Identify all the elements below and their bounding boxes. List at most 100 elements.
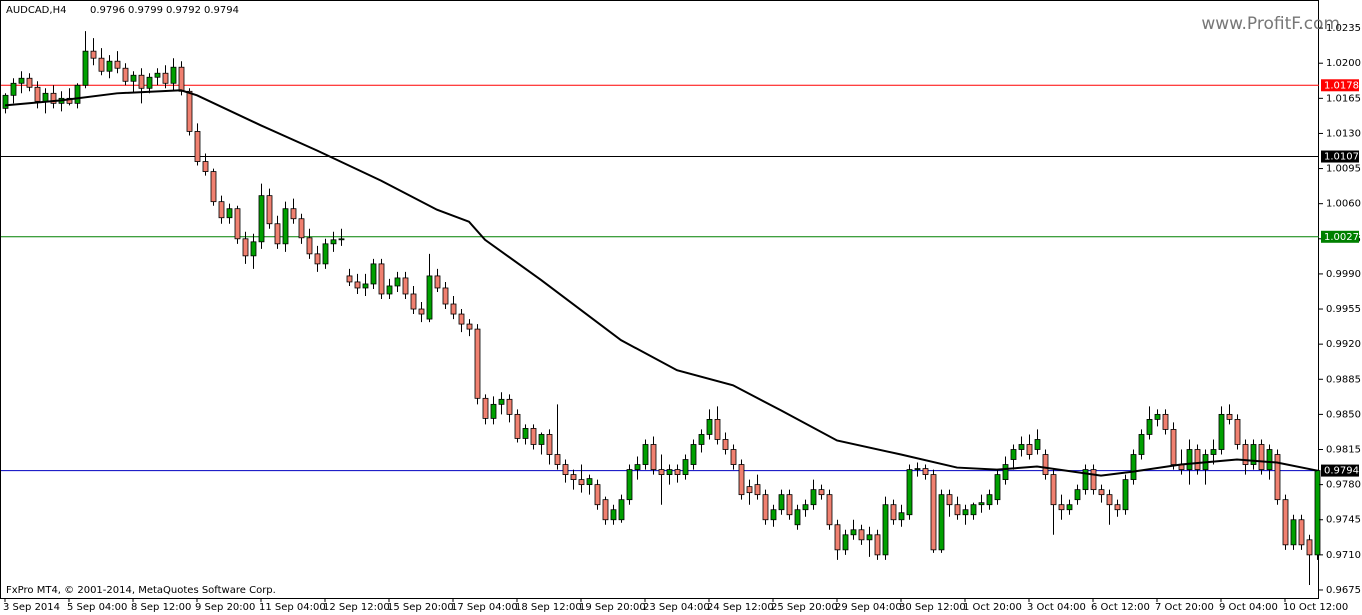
- candle-body: [1226, 413, 1233, 420]
- candle-body: [1082, 469, 1089, 491]
- candle-body: [410, 293, 417, 310]
- candle-body: [1058, 504, 1065, 511]
- candle-body: [130, 74, 137, 82]
- candle-body: [618, 499, 625, 521]
- candle-body: [978, 502, 985, 506]
- candle-body: [1026, 444, 1033, 455]
- candle-body: [914, 468, 921, 470]
- candle-body: [650, 444, 657, 470]
- candle-body: [986, 494, 993, 506]
- candle-body: [970, 504, 977, 516]
- x-tick-label: 15 Sep 20:00: [387, 602, 454, 613]
- y-tick-label: 1.0060: [1326, 199, 1361, 210]
- y-tick-label: 0.9850: [1326, 409, 1361, 420]
- x-tick-label: 25 Sep 20:00: [771, 602, 838, 613]
- candle-body: [370, 263, 377, 285]
- x-tick-label: 1 Oct 20:00: [963, 602, 1022, 613]
- candle-body: [546, 434, 553, 455]
- candle-body: [506, 398, 513, 415]
- candle-body: [1146, 419, 1153, 435]
- header-values: 0.9796 0.9799 0.9792 0.9794: [90, 5, 239, 16]
- candle-body: [610, 509, 617, 521]
- candle-body: [874, 534, 881, 556]
- candle-body: [450, 303, 457, 315]
- candle-body: [338, 238, 345, 241]
- candle-body: [490, 403, 497, 419]
- candle-body: [698, 434, 705, 445]
- candle-body: [1290, 519, 1297, 546]
- candle-body: [194, 131, 201, 162]
- candle-body: [146, 76, 153, 89]
- candle-body: [522, 428, 529, 439]
- candle-body: [626, 469, 633, 501]
- x-tick-label: 3 Sep 2014: [3, 602, 60, 613]
- candle-body: [458, 313, 465, 325]
- candle-body: [266, 195, 273, 225]
- candle-body: [1170, 429, 1177, 465]
- x-tick-label: 7 Oct 20:00: [1155, 602, 1214, 613]
- candle-body: [210, 171, 217, 203]
- candle-body: [602, 499, 609, 521]
- candle-body: [946, 494, 953, 506]
- candle-body: [1138, 434, 1145, 455]
- candle-body: [1194, 449, 1201, 470]
- candle-body: [866, 534, 873, 541]
- candle-body: [154, 72, 161, 78]
- candle-body: [554, 454, 561, 465]
- candle-body: [402, 277, 409, 295]
- x-tick-label: 5 Sep 04:00: [67, 602, 127, 613]
- candle-body: [754, 484, 761, 496]
- candle-body: [882, 504, 889, 556]
- candle-body: [218, 201, 225, 219]
- candle-body: [258, 195, 265, 243]
- x-tick-label: 19 Sep 20:00: [579, 602, 646, 613]
- candle-body: [98, 57, 105, 72]
- candle-body: [954, 504, 961, 516]
- candle-body: [418, 308, 425, 315]
- candle-body: [1242, 444, 1249, 465]
- candle-body: [346, 275, 353, 283]
- candle-body: [898, 512, 905, 521]
- candle-body: [850, 529, 857, 536]
- candle-body: [202, 161, 209, 172]
- candle-body: [802, 504, 809, 511]
- candle-body: [1074, 489, 1081, 501]
- y-tick-label: 0.9815: [1326, 445, 1361, 456]
- candle-body: [482, 397, 489, 419]
- candle-body: [1122, 479, 1129, 511]
- candle-body: [1034, 439, 1041, 450]
- candle-body: [658, 469, 665, 475]
- candle-body: [466, 323, 473, 330]
- price-level-box: [1321, 230, 1359, 243]
- candle-body: [738, 464, 745, 496]
- candle-body: [730, 449, 737, 465]
- candle-body: [1258, 444, 1265, 470]
- price-level-box: [1321, 79, 1359, 92]
- candle-body: [298, 218, 305, 239]
- candle-body: [810, 489, 817, 506]
- candle-body: [330, 239, 337, 245]
- candle-body: [570, 474, 577, 481]
- candle-body: [746, 486, 753, 494]
- candle-body: [394, 277, 401, 287]
- candle-body: [586, 478, 593, 486]
- candle-body: [42, 92, 49, 102]
- candle-body: [1298, 519, 1305, 546]
- candle-body: [122, 67, 129, 82]
- candle-body: [962, 509, 969, 516]
- candle-body: [1010, 449, 1017, 460]
- y-tick-label: 0.9710: [1326, 550, 1361, 561]
- candle-body: [674, 469, 681, 475]
- y-tick-label: 0.9745: [1326, 515, 1361, 526]
- y-tick-label: 0.9920: [1326, 339, 1361, 350]
- candle-body: [306, 237, 313, 255]
- candle-body: [1266, 449, 1273, 470]
- candle-body: [890, 504, 897, 521]
- candle-body: [826, 494, 833, 526]
- header-value: 0.9799: [128, 5, 163, 16]
- symbol: AUDCAD,H4: [6, 5, 66, 16]
- y-tick-label: 1.0200: [1326, 58, 1361, 69]
- candle-body: [1234, 419, 1241, 445]
